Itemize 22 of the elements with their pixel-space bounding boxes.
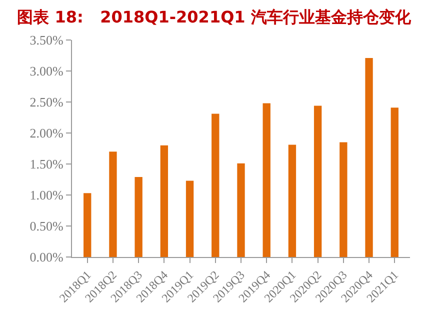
y-tick-label: 0.50% xyxy=(30,218,64,234)
bar xyxy=(237,163,245,257)
bar xyxy=(109,152,117,257)
bar xyxy=(314,106,322,257)
bar xyxy=(390,108,398,257)
y-tick-label: 2.50% xyxy=(30,94,64,110)
bar xyxy=(365,58,373,257)
y-tick-label: 3.00% xyxy=(30,64,64,79)
y-tick-label: 1.00% xyxy=(30,188,64,203)
y-tick-label: 3.50% xyxy=(30,32,64,48)
bar xyxy=(160,145,168,257)
y-tick-label: 0.00% xyxy=(30,250,64,265)
bar xyxy=(186,180,194,257)
bar xyxy=(340,142,348,257)
bar xyxy=(134,177,142,257)
chart-title: 图表 18: 2018Q1-2021Q1 汽车行业基金持仓变化 xyxy=(17,7,412,26)
bar xyxy=(212,114,220,257)
bar xyxy=(288,144,296,257)
bar xyxy=(262,103,270,257)
y-tick-label: 1.50% xyxy=(30,156,64,172)
y-tick-label: 2.00% xyxy=(30,126,64,141)
bar xyxy=(84,193,92,257)
